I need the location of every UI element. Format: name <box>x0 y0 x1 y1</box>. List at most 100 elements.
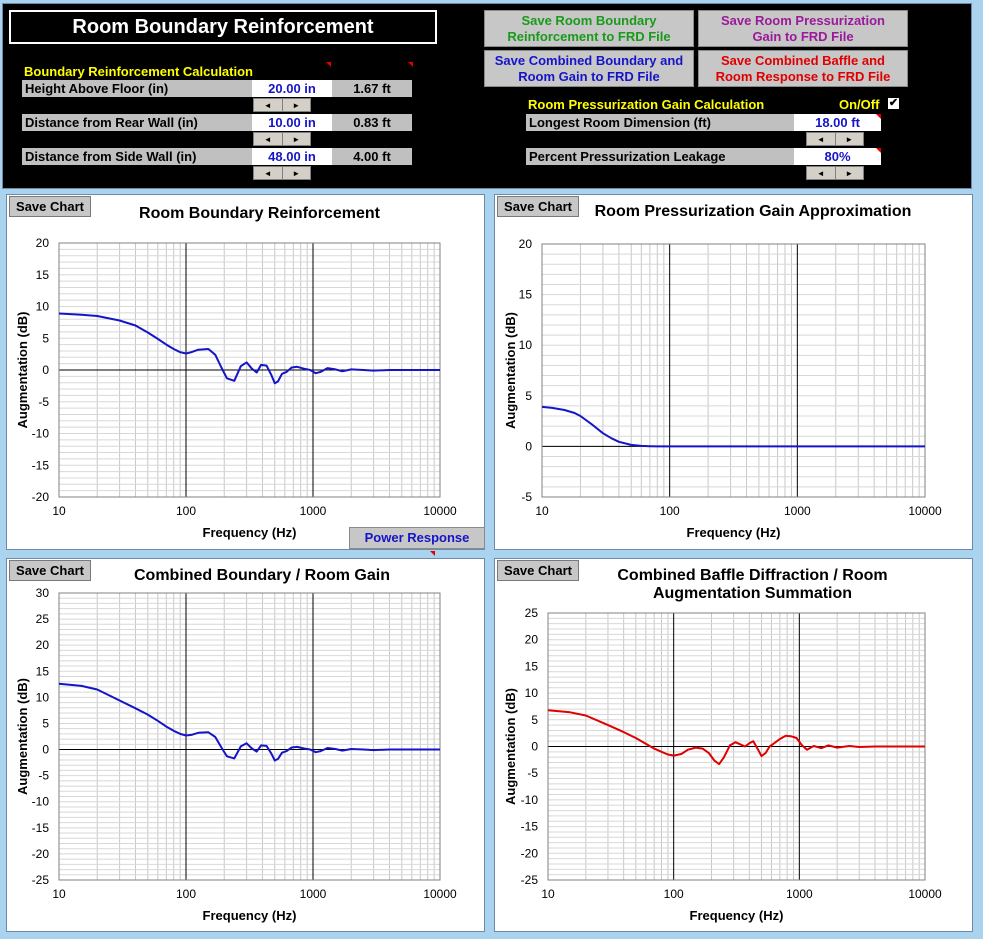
y-tick-label: 0 <box>525 439 532 453</box>
page-title: Room Boundary Reinforcement <box>9 10 437 44</box>
combined-gain-chart: -25 -20 -15 -10 -5 0 5 10 15 20 25 30 10 100 1000 10000… <box>15 586 457 923</box>
spinner-left-icon[interactable]: ◄ <box>807 167 836 179</box>
x-tick-label: 10 <box>52 504 66 518</box>
series-line <box>547 709 925 766</box>
side-wall-input[interactable]: 48.00 in <box>252 148 332 165</box>
y-tick-label: 10 <box>36 690 50 704</box>
comment-marker <box>326 62 331 67</box>
y-tick-label: 30 <box>36 586 50 600</box>
plot-area <box>58 592 441 881</box>
y-tick-label: 0 <box>42 363 49 377</box>
x-tick-label: 10000 <box>908 887 942 901</box>
power-response-button[interactable]: Power Response <box>349 527 485 549</box>
boundary-chart-panel: Save Chart Room Boundary Reinforcement -… <box>6 194 485 550</box>
save-combined-gain-frd-button[interactable]: Save Combined Boundary and Room Gain to … <box>484 50 694 87</box>
y-tick-label: -10 <box>32 427 50 441</box>
y-tick-label: 5 <box>531 713 538 727</box>
x-axis-label: Frequency (Hz) <box>203 525 297 540</box>
x-tick-label: 10 <box>541 887 555 901</box>
x-tick-label: 10 <box>52 887 66 901</box>
y-tick-label: -5 <box>527 766 538 780</box>
x-axis-label: Frequency (Hz) <box>203 908 297 923</box>
side-wall-spinner[interactable]: ◄ ► <box>253 166 311 180</box>
y-tick-label: -5 <box>521 490 532 504</box>
x-tick-label: 1000 <box>786 887 813 901</box>
y-tick-label: -20 <box>521 846 539 860</box>
y-tick-label: -20 <box>32 847 50 861</box>
combined-baffle-chart: -25 -20 -15 -10 -5 0 5 10 15 20 25 10 100 1000 10000 Fr… <box>503 606 942 923</box>
rear-wall-feet: 0.83 ft <box>332 114 412 131</box>
save-chart-button[interactable]: Save Chart <box>497 196 579 217</box>
spinner-left-icon[interactable]: ◄ <box>807 133 836 145</box>
spinner-left-icon[interactable]: ◄ <box>254 99 283 111</box>
rear-wall-input[interactable]: 10.00 in <box>252 114 332 131</box>
save-combined-baffle-frd-button[interactable]: Save Combined Baffle and Room Response t… <box>698 50 908 87</box>
pressurization-toggle-checkbox[interactable]: ✔ <box>888 97 899 109</box>
save-chart-button[interactable]: Save Chart <box>9 196 91 217</box>
save-pressurization-frd-button[interactable]: Save Room Pressurization Gain to FRD Fil… <box>698 10 908 47</box>
side-wall-label: Distance from Side Wall (in) <box>22 148 252 165</box>
room-dimension-spinner[interactable]: ◄ ► <box>806 132 864 146</box>
x-axis-label: Frequency (Hz) <box>690 908 784 923</box>
leakage-spinner[interactable]: ◄ ► <box>806 166 864 180</box>
height-label: Height Above Floor (in) <box>22 80 252 97</box>
y-tick-label: -10 <box>32 795 50 809</box>
comment-marker <box>876 114 881 119</box>
save-boundary-frd-button[interactable]: Save Room Boundary Reinforcement to FRD … <box>484 10 694 47</box>
save-chart-button[interactable]: Save Chart <box>9 560 91 581</box>
rear-wall-spinner[interactable]: ◄ ► <box>253 132 311 146</box>
chart-title: Combined Baffle Diffraction / Room Augme… <box>617 567 888 602</box>
y-tick-label: -25 <box>32 873 50 887</box>
comment-marker <box>876 148 881 153</box>
height-input[interactable]: 20.00 in <box>252 80 332 97</box>
y-tick-label: 20 <box>525 633 539 647</box>
leakage-input[interactable]: 80% <box>794 148 881 165</box>
spinner-left-icon[interactable]: ◄ <box>254 133 283 145</box>
x-tick-label: 100 <box>176 887 196 901</box>
y-axis-label: Augmentation (dB) <box>503 688 518 805</box>
y-tick-label: -20 <box>32 490 50 504</box>
x-tick-label: 10000 <box>423 887 457 901</box>
y-tick-label: 15 <box>36 664 50 678</box>
y-tick-label: 0 <box>531 740 538 754</box>
y-axis-label: Augmentation (dB) <box>503 312 518 429</box>
x-tick-label: 1000 <box>300 887 327 901</box>
x-tick-label: 10000 <box>908 504 942 518</box>
comment-marker <box>408 62 413 67</box>
spinner-right-icon[interactable]: ► <box>292 100 301 110</box>
y-tick-label: 25 <box>525 606 539 620</box>
save-chart-button[interactable]: Save Chart <box>497 560 579 581</box>
side-wall-feet: 4.00 ft <box>332 148 412 165</box>
x-tick-label: 1000 <box>300 504 327 518</box>
spinner-right-icon[interactable]: ► <box>292 134 301 144</box>
y-tick-label: 15 <box>519 288 533 302</box>
spinner-right-icon[interactable]: ► <box>292 168 301 178</box>
x-tick-label: 10 <box>535 504 549 518</box>
spinner-right-icon[interactable]: ► <box>845 168 854 178</box>
spinner-left-icon[interactable]: ◄ <box>254 167 283 179</box>
y-tick-label: -15 <box>32 821 50 835</box>
boundary-section-label: Boundary Reinforcement Calculation <box>24 64 253 79</box>
chart-title: Room Boundary Reinforcement <box>139 205 380 222</box>
x-tick-label: 10000 <box>423 504 457 518</box>
comment-marker <box>430 551 435 556</box>
series-line <box>541 405 925 448</box>
room-dimension-input[interactable]: 18.00 ft <box>794 114 881 131</box>
y-tick-label: 5 <box>42 331 49 345</box>
pressurization-section-label: Room Pressurization Gain Calculation <box>528 97 765 112</box>
y-tick-label: 0 <box>42 743 49 757</box>
plot-area <box>541 243 926 498</box>
y-tick-label: 20 <box>519 237 533 251</box>
height-spinner[interactable]: ◄ ► <box>253 98 311 112</box>
x-tick-label: 100 <box>176 504 196 518</box>
spinner-right-icon[interactable]: ► <box>845 134 854 144</box>
combined-gain-chart-panel: Save Chart Combined Boundary / Room Gain… <box>6 558 485 932</box>
y-tick-label: 10 <box>525 686 539 700</box>
rear-wall-label: Distance from Rear Wall (in) <box>22 114 252 131</box>
onoff-label: On/Off <box>839 97 880 112</box>
x-tick-label: 100 <box>660 504 680 518</box>
chart-title: Room Pressurization Gain Approximation <box>594 203 912 220</box>
pressurization-chart: -5 0 5 10 15 20 10 100 1000 10000 Frequency (Hz) Au… <box>503 237 942 540</box>
y-tick-label: 25 <box>36 612 50 626</box>
y-tick-label: 5 <box>42 716 49 730</box>
